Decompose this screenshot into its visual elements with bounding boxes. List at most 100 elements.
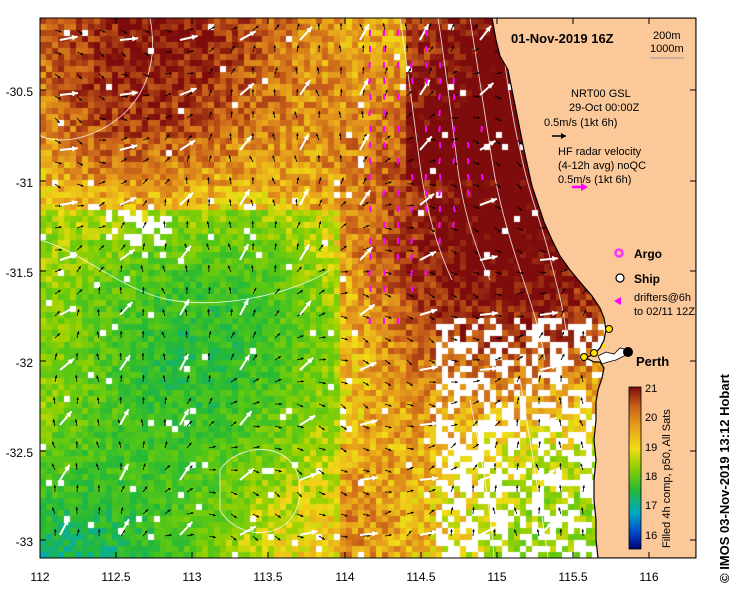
model-arrow-white-head	[131, 144, 138, 150]
model-vector-head	[516, 463, 519, 466]
model-vector-head	[161, 331, 165, 335]
model-vector-head	[363, 133, 367, 137]
radar-vector-head	[383, 145, 386, 148]
radar-vector-head	[382, 33, 386, 36]
model-vector-head	[209, 111, 212, 115]
model-vector-head	[389, 249, 392, 253]
model-vector-head	[366, 316, 370, 319]
model-vector-head	[272, 155, 275, 159]
model-vector-head	[120, 265, 123, 268]
model-vector-head	[300, 335, 304, 338]
model-vector-head	[339, 23, 343, 26]
model-vector-head	[140, 265, 144, 269]
model-arrow-white-head	[183, 353, 189, 361]
model-vector-head	[474, 420, 478, 424]
model-vector-head	[189, 114, 193, 117]
radar-vector-head	[368, 161, 372, 164]
radar-vector-head	[481, 177, 484, 180]
model-vector-head	[167, 465, 171, 469]
radar-vector-head	[438, 177, 442, 180]
radar-vector-head	[368, 80, 371, 84]
model-vector-head	[142, 375, 145, 378]
model-vector-head	[322, 537, 325, 540]
model-arrow-white-head	[70, 253, 78, 259]
model-vector-head	[388, 272, 392, 275]
model-vector-head	[341, 177, 344, 181]
model-vector-head	[120, 507, 124, 511]
model-vector-head	[581, 529, 585, 532]
radar-vector-head	[382, 97, 386, 100]
model-vector-head	[454, 423, 458, 427]
model-vector-head	[118, 419, 121, 423]
model-vector-head	[234, 27, 238, 30]
model-vector-head	[410, 294, 414, 297]
model-vector-head	[142, 243, 146, 247]
model-vector-head	[272, 111, 276, 115]
model-vector-head	[580, 375, 584, 379]
model-vector-head	[454, 71, 458, 74]
model-vector-head	[53, 485, 57, 488]
model-vector-head	[321, 289, 325, 293]
model-vector-head	[476, 206, 480, 209]
model-vector-head	[228, 243, 231, 247]
model-vector-head	[454, 466, 458, 470]
model-vector-head	[454, 359, 458, 363]
model-vector-head	[52, 463, 55, 467]
model-vector-head	[493, 529, 496, 532]
model-vector-head	[411, 226, 414, 230]
model-vector-head	[124, 158, 128, 161]
model-vector-head	[432, 159, 436, 163]
radar-vector-head	[383, 241, 386, 244]
model-vector-head	[431, 340, 434, 344]
model-vector-head	[453, 295, 457, 298]
model-vector-head	[475, 48, 479, 51]
model-vector-head	[300, 290, 303, 293]
model-vector-head	[431, 465, 435, 469]
model-vector-head	[75, 375, 78, 378]
model-vector-head	[79, 76, 82, 80]
model-vector-head	[144, 178, 148, 182]
model-vector-head	[58, 29, 62, 33]
model-vector-head	[582, 485, 585, 488]
model-vector-head	[232, 46, 235, 50]
model-vector-head	[361, 111, 364, 114]
model-vector-head	[540, 354, 544, 358]
model-vector-head	[388, 338, 392, 342]
model-arrow-white-head	[491, 420, 498, 426]
model-vector-head	[365, 405, 369, 409]
model-vector-head	[454, 162, 458, 165]
model-vector-head	[476, 71, 480, 75]
model-vector-head	[164, 441, 168, 445]
model-vector-head	[454, 93, 458, 97]
model-vector-head	[102, 117, 106, 121]
model-arrow-white-head	[131, 90, 138, 96]
model-vector-head	[344, 291, 348, 295]
x-tick-label: 116	[639, 570, 658, 584]
radar-vector-head	[424, 177, 428, 180]
model-arrow-white-head	[491, 473, 498, 480]
model-vector-head	[96, 397, 100, 401]
model-vector-head	[543, 226, 546, 230]
model-vector-head	[119, 331, 123, 334]
model-vector-head	[315, 89, 319, 93]
model-vector-head	[251, 67, 255, 70]
model-vector-head	[250, 199, 253, 203]
x-tick-label: 112	[30, 570, 49, 584]
model-vector-head	[497, 163, 501, 167]
model-vector-head	[272, 199, 275, 203]
model-vector-head	[146, 93, 150, 97]
model-vector-head	[564, 269, 568, 272]
model-vector-head	[454, 401, 458, 404]
radar-scale-arrowhead	[581, 183, 588, 191]
plot-frame	[39, 17, 697, 559]
model-vector-head	[191, 50, 194, 53]
colorbar-tick-label: 20	[645, 412, 657, 424]
x-tick-label: 113.5	[253, 570, 282, 584]
model-arrow-white-head	[363, 134, 369, 141]
model-vector-head	[124, 180, 128, 183]
x-tick-label: 115.5	[558, 570, 587, 584]
model-vector-head	[80, 162, 84, 166]
model-vector-head	[344, 470, 348, 473]
model-vector-head	[451, 45, 455, 49]
radar-vector-head	[410, 65, 413, 68]
